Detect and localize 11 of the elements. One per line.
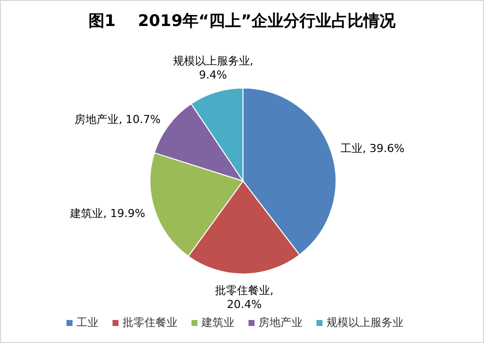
data-label: 规模以上服务业, 9.4%: [172, 54, 254, 82]
legend-label: 建筑业: [200, 316, 234, 329]
data-label: 房地产业, 10.7%: [74, 113, 161, 126]
legend-label: 房地产业: [258, 316, 302, 329]
legend-label: 批零住餐业: [122, 316, 178, 329]
chart-title: 图1 2019年“四上”企业分行业占比情况: [88, 11, 396, 30]
data-label: 建筑业, 19.9%: [69, 207, 146, 220]
legend-label: 工业: [76, 316, 98, 329]
legend-label: 规模以上服务业: [326, 316, 404, 329]
data-label: 批零住餐业, 20.4%: [215, 284, 274, 311]
data-label: 工业, 39.6%: [340, 142, 404, 155]
